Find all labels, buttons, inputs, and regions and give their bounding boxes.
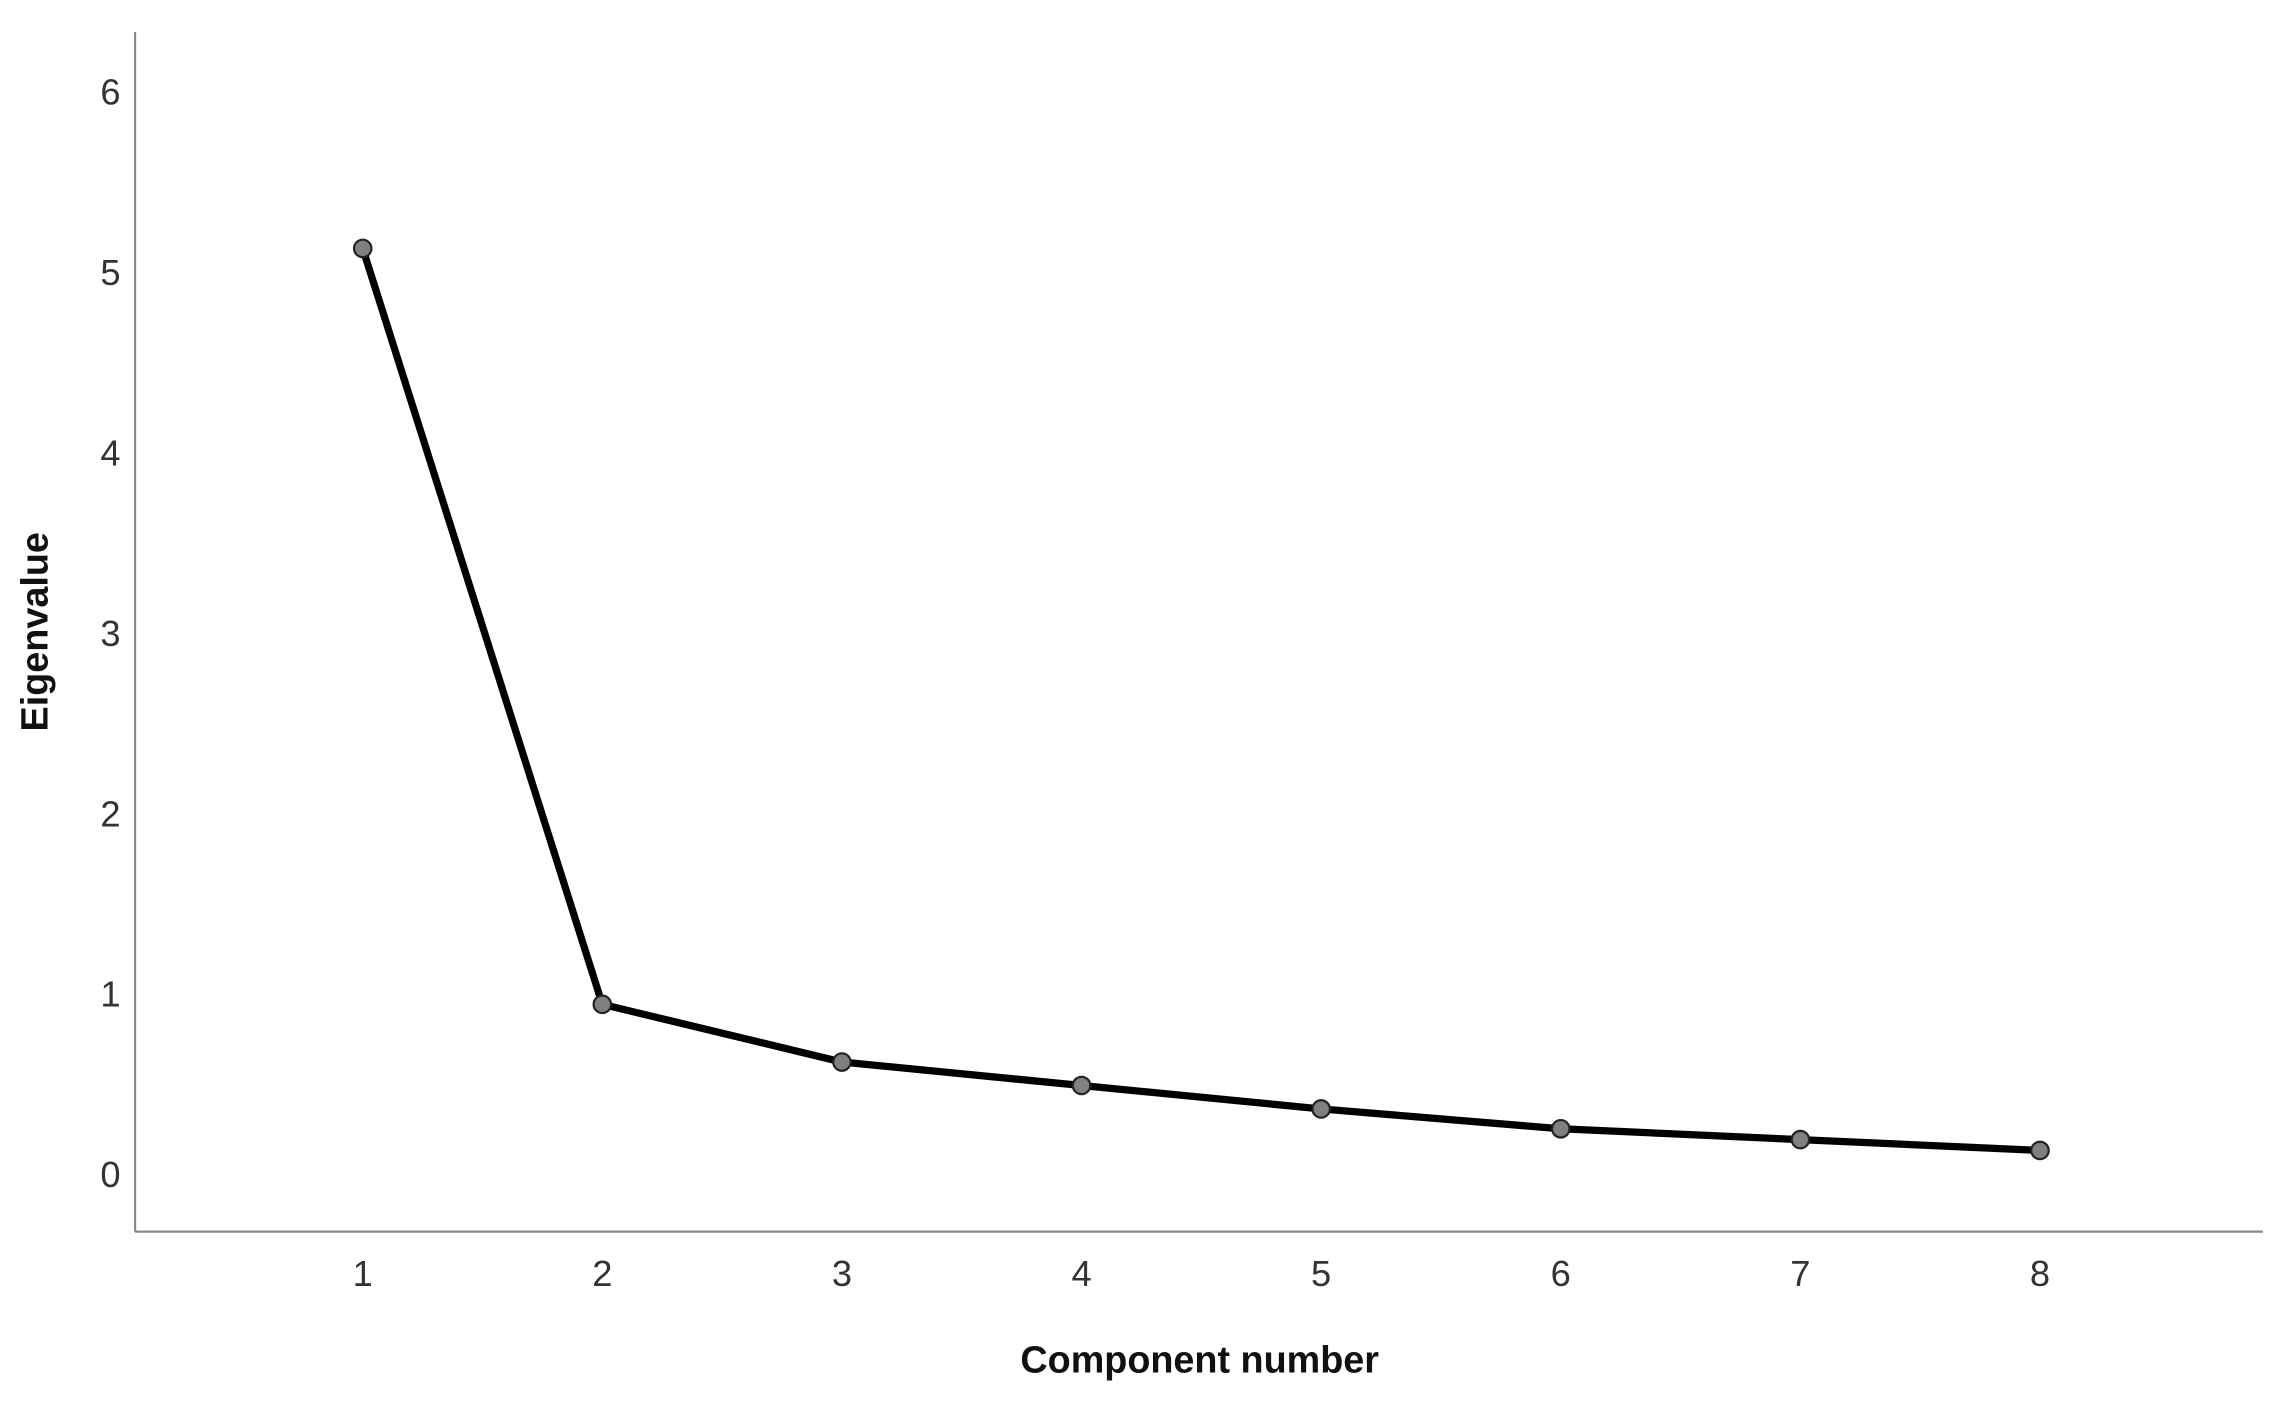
- marker: [2030, 1140, 2050, 1161]
- marker: [352, 238, 373, 259]
- x-tick-label: 6: [1551, 1253, 1571, 1294]
- marker: [832, 1052, 852, 1072]
- x-tick-label: 3: [832, 1253, 852, 1294]
- x-axis-title: Component number: [1020, 1339, 1379, 1381]
- x-tick-label: 4: [1071, 1253, 1091, 1294]
- y-tick-label: 2: [100, 793, 120, 834]
- y-axis-title: Eigenvalue: [15, 532, 57, 731]
- x-tick-label: 2: [592, 1253, 612, 1294]
- y-tick-label: 3: [100, 613, 120, 654]
- y-tick-label: 0: [100, 1154, 120, 1195]
- x-tick-label: 8: [2030, 1253, 2050, 1294]
- marker: [1550, 1118, 1571, 1139]
- marker: [1790, 1129, 1811, 1150]
- x-tick-label: 7: [1790, 1253, 1810, 1294]
- y-tick-label: 6: [100, 72, 120, 113]
- x-tick-label: 5: [1311, 1253, 1331, 1294]
- x-tick-label: 1: [353, 1253, 373, 1294]
- y-tick-label: 5: [100, 252, 120, 293]
- marker: [1311, 1099, 1331, 1119]
- marker: [592, 994, 613, 1015]
- y-tick-label: 4: [100, 432, 120, 473]
- marker: [1071, 1075, 1092, 1096]
- line: [359, 247, 2041, 1155]
- y-tick-label: 1: [100, 974, 120, 1015]
